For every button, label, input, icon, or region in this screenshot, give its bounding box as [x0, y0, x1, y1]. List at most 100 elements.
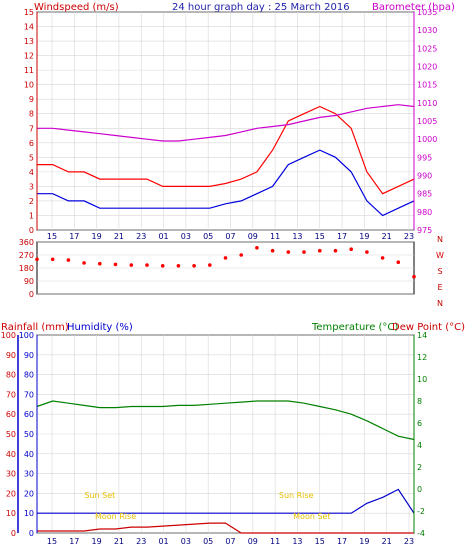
wind-x-tick-label: 21: [114, 232, 124, 241]
annotation-label: Moon Set: [293, 512, 330, 521]
humidity-axis-label: Humidity (%): [67, 322, 133, 333]
temperature-tick-label: 4: [417, 441, 422, 450]
temperature-series-line: [36, 400, 415, 441]
temperature-x-tick-label: 23: [404, 537, 414, 546]
rainfall-tick-label: 40: [6, 450, 16, 459]
barometer-tick-labels: 975 980 985 990 995 1000 1005 1010 1015 1020 1025 1…: [417, 8, 437, 235]
wind-gust-series-line: [37, 105, 415, 195]
windspeed-tick-label: 6: [29, 139, 34, 148]
direction-point: [35, 257, 39, 262]
annotation-label: Sun Set: [84, 491, 115, 500]
temperature-x-tick-label: 21: [382, 537, 392, 546]
barometer-tick-label: 990: [417, 172, 432, 181]
rainfall-tick-label: 30: [6, 470, 16, 479]
temperature-gridlines: [37, 334, 414, 534]
windspeed-tick-label: 2: [29, 197, 34, 206]
direction-point: [113, 262, 118, 267]
wind-x-tick-label: 19: [359, 232, 369, 241]
wind-x-tick-label: 23: [136, 232, 146, 241]
rainfall-tick-label: 90: [6, 351, 16, 360]
direction-point: [192, 264, 196, 268]
wind-x-tick-labels: 15 17 19 21 23 01 03 05 07 09 11 13 15 17 19 21 23: [47, 232, 414, 241]
humidity-tick-label: 70: [24, 390, 34, 399]
barometer-tick-label: 1005: [417, 117, 437, 126]
compass-label: N: [437, 299, 443, 308]
windspeed-tick-label: 7: [29, 124, 34, 133]
temperature-tick-label: 2: [417, 463, 422, 472]
temperature-x-tick-label: 15: [47, 537, 57, 546]
direction-tick-label: 360: [19, 238, 34, 247]
humidity-tick-labels: 0 10 20 30 40 50 60 70 80 90 100: [19, 331, 34, 538]
rainfall-tick-label: 20: [6, 489, 16, 498]
windspeed-axis-label: Windspeed (m/s): [34, 2, 119, 13]
temperature-x-tick-label: 07: [225, 537, 235, 546]
humidity-tick-label: 20: [24, 489, 34, 498]
temperature-x-tick-label: 01: [158, 537, 168, 546]
rainfall-series-line: [37, 522, 414, 534]
barometer-tick-label: 1015: [417, 81, 437, 90]
rainfall-tick-label: 80: [6, 371, 16, 380]
barometer-tick-label: 1030: [417, 26, 437, 35]
temperature-x-tick-label: 23: [136, 537, 146, 546]
direction-point: [255, 246, 259, 250]
rainfall-axis-label: Rainfall (mm): [1, 322, 69, 333]
temperature-x-tick-label: 15: [315, 537, 325, 546]
wind-x-tick-label: 05: [203, 232, 213, 241]
temperature-x-tick-labels: 15 17 19 21 23 01 03 05 07 09 11 13 15 17 19 21 23: [47, 537, 414, 546]
direction-point: [50, 257, 55, 262]
barometer-tick-label: 1025: [417, 44, 437, 53]
direction-point: [380, 256, 385, 260]
compass-label: N: [437, 235, 443, 244]
direction-point: [365, 250, 369, 254]
humidity-tick-label: 30: [24, 470, 34, 479]
wind-barometer-gridlines: [37, 11, 414, 231]
barometer-tick-label: 985: [417, 190, 432, 199]
barometer-tick-label: 975: [417, 226, 432, 235]
humidity-tick-label: 60: [24, 410, 34, 419]
wind-x-tick-label: 11: [270, 232, 280, 241]
wind-x-tick-label: 07: [225, 232, 235, 241]
windspeed-tick-label: 14: [24, 23, 34, 32]
rainfall-tick-label: 60: [6, 410, 16, 419]
direction-point: [302, 250, 306, 254]
humidity-tick-label: 10: [24, 509, 34, 518]
windspeed-tick-label: 1: [29, 211, 34, 220]
temperature-tick-label: 10: [417, 375, 427, 384]
rainfall-tick-labels: 0 10 20 30 40 50 60 70 80 90 100: [1, 331, 16, 538]
barometer-tick-label: 1000: [417, 135, 437, 144]
windspeed-tick-label: 0: [29, 226, 34, 235]
wind-x-tick-label: 03: [181, 232, 191, 241]
windspeed-tick-label: 4: [29, 168, 34, 177]
humidity-tick-label: 90: [24, 351, 34, 360]
wind-x-tick-label: 17: [69, 232, 79, 241]
temperature-tick-label: 12: [417, 353, 427, 362]
direction-point: [318, 248, 322, 253]
direction-point: [396, 260, 401, 265]
temperature-x-tick-label: 09: [248, 537, 258, 546]
barometer-tick-label: 1010: [417, 99, 437, 108]
windspeed-tick-label: 8: [29, 110, 34, 119]
temperature-tick-label: 0: [417, 485, 422, 494]
rainfall-tick-label: 50: [6, 430, 16, 439]
temperature-x-tick-label: 19: [359, 537, 369, 546]
direction-point: [145, 263, 149, 267]
annotation-label: Sun Rise: [279, 491, 314, 500]
direction-point: [270, 248, 275, 253]
compass-label: E: [437, 283, 442, 292]
chart-title: 24 hour graph day : 25 March 2016: [172, 2, 350, 13]
barometer-tick-label: 980: [417, 208, 432, 217]
windspeed-tick-label: 10: [24, 81, 34, 90]
wind-average-series-line: [37, 149, 415, 217]
rainfall-tick-label: 10: [6, 509, 16, 518]
direction-point: [129, 263, 134, 267]
rainfall-tick-label: 100: [1, 331, 16, 340]
temperature-axis-label: Temperature (°C): [311, 322, 398, 333]
temperature-tick-label: -2: [417, 507, 425, 516]
humidity-tick-label: 0: [29, 529, 34, 538]
direction-point: [412, 274, 416, 279]
wind-x-tick-label: 13: [292, 232, 302, 241]
direction-point: [208, 263, 212, 267]
windspeed-tick-label: 11: [24, 66, 34, 75]
